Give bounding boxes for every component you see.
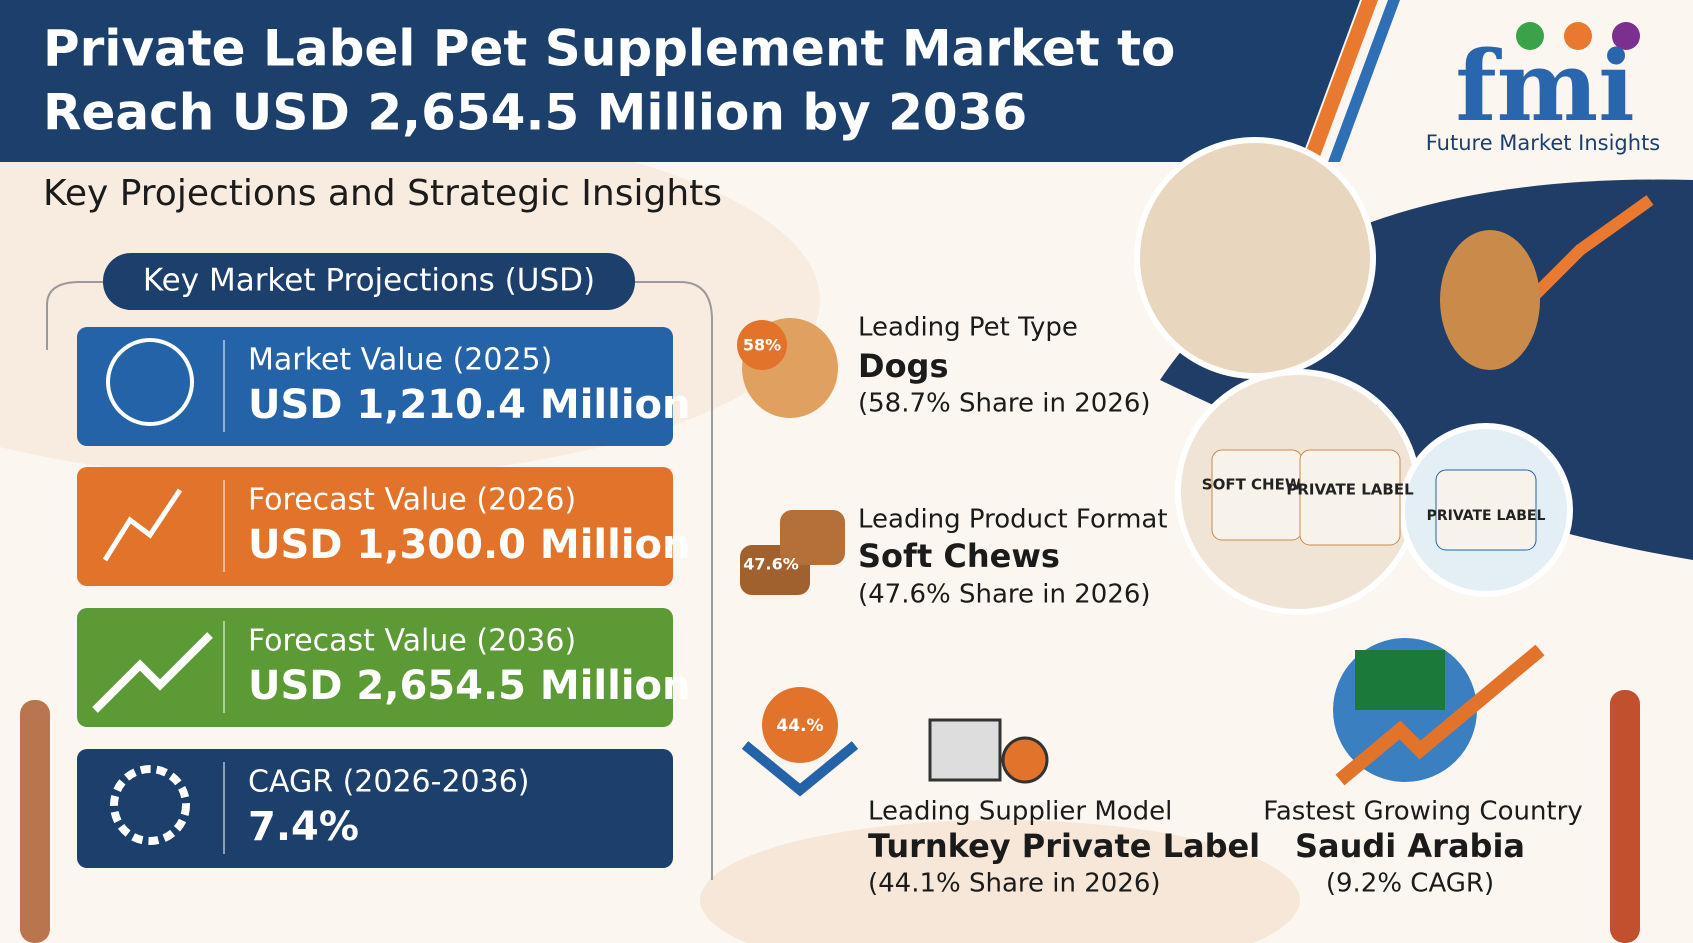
card: Market Value (2025) USD 1,210.4 Million <box>77 327 691 446</box>
logo-dot <box>1564 22 1592 50</box>
card-icon <box>106 338 194 426</box>
card-icon <box>110 765 190 845</box>
projections-heading: Key Market Projections (USD) <box>143 263 595 299</box>
jar-label: PRIVATE LABEL <box>1286 481 1414 499</box>
card: Forecast Value (2026) USD 1,300.0 Millio… <box>77 467 691 586</box>
logo-dot <box>1516 22 1544 50</box>
header-band <box>0 0 1360 162</box>
logo-name: Future Market Insights <box>1426 131 1661 155</box>
insight-note: (44.1% Share in 2026) <box>868 869 1161 899</box>
growth-arrow <box>1335 644 1545 786</box>
card-label: CAGR (2026-2036) <box>248 765 530 800</box>
flag-icon <box>1355 650 1445 710</box>
insight-value: Dogs <box>858 347 949 385</box>
logo-mark: fmi <box>1455 30 1634 143</box>
card-label: Market Value (2025) <box>248 343 552 378</box>
insight-value: Soft Chews <box>858 537 1060 575</box>
gear-icon <box>762 687 838 763</box>
bg-blob <box>700 820 1300 943</box>
insight-label: Leading Pet Type <box>858 313 1078 343</box>
jar <box>1299 449 1401 546</box>
logo-dot <box>1612 22 1640 50</box>
beagle-photo <box>1440 230 1540 370</box>
card-bg <box>77 467 673 586</box>
badge <box>737 320 787 370</box>
card-label: Forecast Value (2036) <box>248 624 576 659</box>
insight-note: (47.6% Share in 2026) <box>858 580 1151 610</box>
card-label: Forecast Value (2026) <box>248 483 576 518</box>
panel-frame <box>46 281 713 880</box>
card-icon <box>92 632 213 713</box>
cactus <box>20 700 50 943</box>
chew-icon <box>780 510 845 565</box>
card-bg <box>77 749 673 868</box>
badge-text: 44.% <box>776 716 823 736</box>
header-stripe <box>1328 0 1400 162</box>
insight-note: (9.2% CAGR) <box>1326 869 1494 899</box>
insight-label: Leading Product Format <box>858 505 1168 535</box>
card-value: 7.4% <box>248 804 359 850</box>
card-value: USD 1,300.0 Million <box>248 522 691 568</box>
card-icon <box>102 488 183 562</box>
insight-value: Turnkey Private Label <box>868 827 1260 865</box>
factory-gear <box>1001 736 1049 784</box>
factory-icon <box>928 718 1002 782</box>
card-value: USD 1,210.4 Million <box>248 382 691 428</box>
insight-note: (58.7% Share in 2026) <box>858 389 1151 419</box>
card-value: USD 2,654.5 Million <box>248 663 691 709</box>
insight-label: Leading Supplier Model <box>868 797 1172 827</box>
badge-text: 58% <box>743 336 781 355</box>
card-bg <box>77 608 673 727</box>
cactus <box>1610 690 1640 943</box>
insight-label: Fastest Growing Country <box>1263 797 1582 827</box>
title-line: Private Label Pet Supplement Market to <box>43 20 1175 78</box>
handshake-icon <box>741 741 859 797</box>
insight-value: Saudi Arabia <box>1295 827 1525 865</box>
badge-text: 47.6% <box>743 555 799 574</box>
card-bg <box>77 327 673 446</box>
jar-label: PRIVATE LABEL <box>1427 508 1546 524</box>
card: Forecast Value (2036) USD 2,654.5 Millio… <box>77 608 691 727</box>
header-stripe <box>1302 0 1378 162</box>
heading-pill <box>103 253 635 310</box>
dogs-photo <box>1134 137 1376 379</box>
jar <box>1435 469 1537 551</box>
subtitle: Key Projections and Strategic Insights <box>43 173 722 214</box>
title-line: Reach USD 2,654.5 Million by 2036 <box>43 84 1027 142</box>
jar-label: SOFT CHEWS <box>1202 476 1312 494</box>
card: CAGR (2026-2036) 7.4% <box>77 749 673 868</box>
